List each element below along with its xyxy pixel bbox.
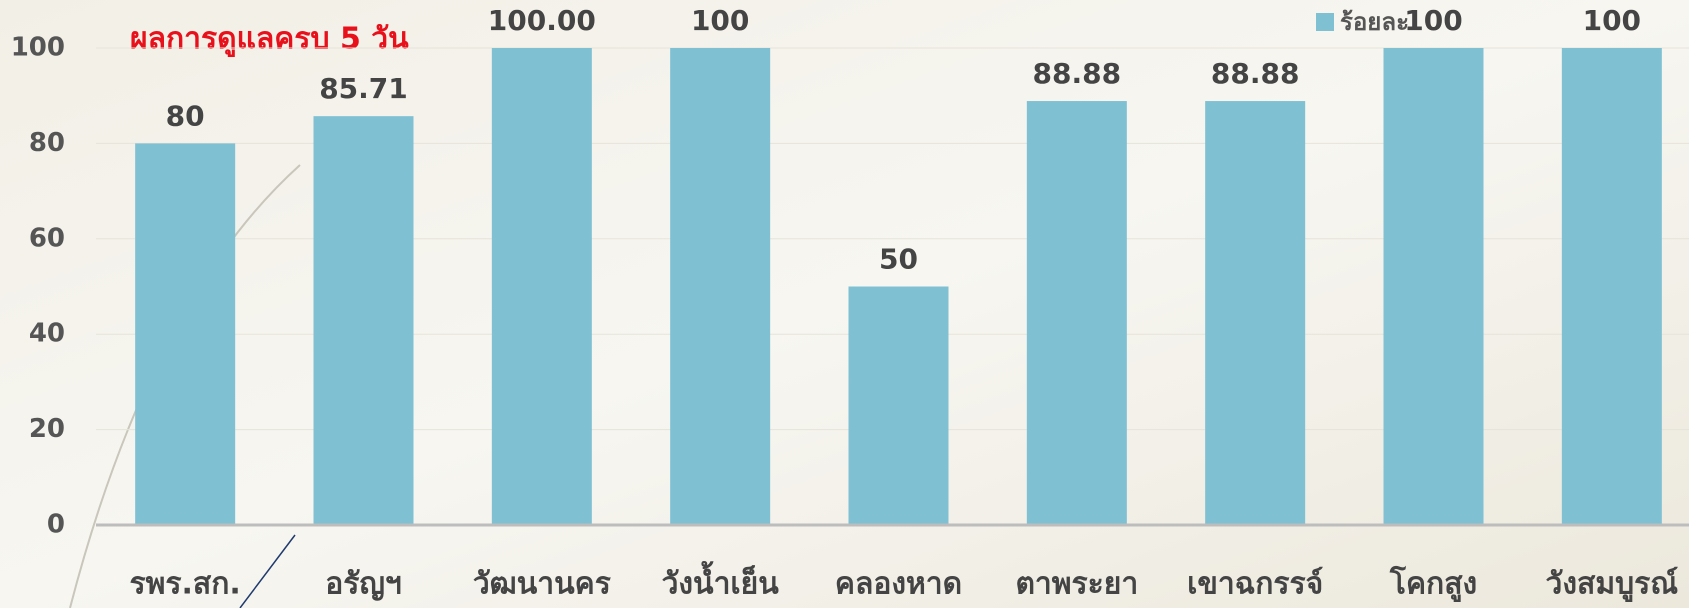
data-label: 100 <box>1404 4 1462 37</box>
x-tick-label: เขาฉกรรจ์ <box>1187 567 1323 602</box>
y-tick-label: 100 <box>11 33 65 63</box>
y-tick-label: 20 <box>29 414 65 444</box>
data-label: 50 <box>879 243 918 276</box>
bar <box>491 48 592 525</box>
x-tick-label: รพร.สก. <box>130 567 241 602</box>
data-label: 88.88 <box>1033 57 1122 90</box>
chart-title: ผลการดูแลครบ 5 วัน <box>130 22 409 58</box>
y-tick-label: 40 <box>29 319 65 349</box>
x-tick-label: วังน้ำเย็น <box>662 561 780 602</box>
data-label: 100 <box>1583 4 1641 37</box>
x-tick-label: ตาพระยา <box>1015 567 1138 602</box>
x-tick-label: อรัญฯ <box>325 567 402 602</box>
bar <box>1383 48 1484 525</box>
data-label: 100.00 <box>488 4 596 37</box>
legend-swatch <box>1316 13 1334 31</box>
y-tick-label: 60 <box>29 223 65 253</box>
bar <box>670 48 771 525</box>
bar <box>848 286 949 525</box>
bar <box>1561 48 1662 525</box>
data-label: 100 <box>691 4 749 37</box>
data-label: 80 <box>166 99 205 132</box>
x-tick-label: โคกสูง <box>1389 565 1477 603</box>
decoration <box>239 534 296 608</box>
bar <box>313 116 414 525</box>
y-tick-label: 80 <box>29 128 65 158</box>
data-label: 88.88 <box>1211 57 1300 90</box>
x-tick-label: วังสมบูรณ์ <box>1546 567 1679 603</box>
legend-label: ร้อยละ <box>1340 8 1409 36</box>
bar <box>1026 101 1127 526</box>
x-tick-label: วัฒนานคร <box>473 567 611 602</box>
x-tick-label: คลองหาด <box>835 567 962 602</box>
data-label: 85.71 <box>319 72 408 105</box>
bar <box>135 143 236 525</box>
bar <box>1205 101 1306 526</box>
y-tick-label: 0 <box>47 510 65 540</box>
